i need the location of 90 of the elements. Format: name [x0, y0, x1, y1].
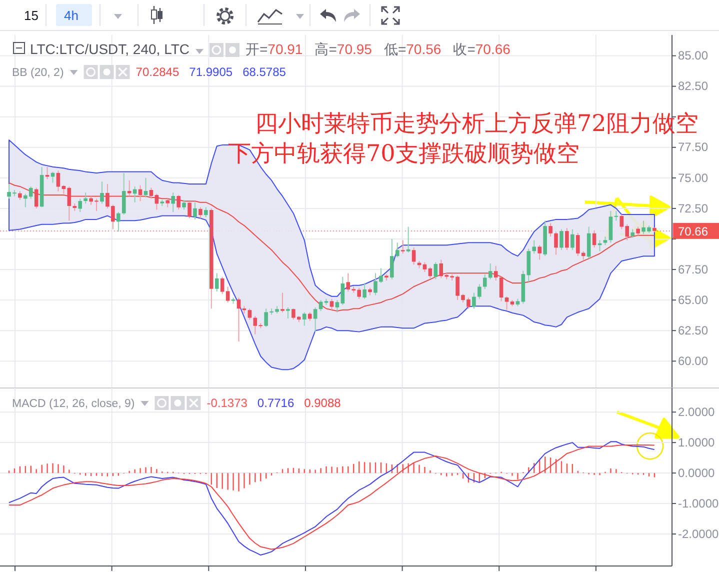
y-tick-label: 85.00: [678, 48, 708, 63]
candlestick: [302, 312, 306, 326]
y-tick-label: 72.50: [678, 201, 708, 216]
candlestick: [335, 300, 340, 313]
candlestick: [608, 210, 613, 244]
candlestick: [154, 193, 159, 210]
candlestick: [570, 228, 574, 250]
candlestick: [362, 282, 366, 300]
y-tick-label: 0.0000: [678, 466, 716, 480]
y-tick-label: 62.50: [678, 323, 708, 338]
candlestick: [127, 180, 132, 197]
candlestick: [400, 240, 405, 254]
candlestick: [122, 172, 126, 216]
candlestick: [412, 247, 416, 266]
candlestick: [434, 262, 438, 280]
candlestick: [56, 170, 60, 192]
annotation: -0.1373: [206, 396, 248, 410]
candlestick: [504, 296, 509, 310]
annotation: 收=70.66: [453, 41, 511, 57]
annotation: 71.9905: [189, 65, 233, 79]
text: LTC:LTC/USDT, 240, LTC: [30, 41, 190, 57]
text: 15: [24, 8, 38, 23]
candlestick: [406, 226, 410, 253]
y-tick-label: -1.0000: [678, 496, 719, 510]
annotation: 0.9088: [304, 396, 342, 410]
candlestick: [428, 266, 432, 279]
candlestick: [340, 276, 345, 306]
candlestick: [390, 238, 394, 280]
candlestick: [188, 202, 192, 219]
candlestick: [554, 231, 558, 256]
annotation: 0.7716: [257, 396, 294, 410]
candlestick: [144, 177, 148, 198]
candlestick: [100, 181, 104, 204]
y-tick-label: 1.0000: [678, 435, 716, 450]
candlestick: [488, 262, 492, 280]
candlestick: [204, 206, 208, 218]
annotation: 下方中轨获得70支撑跌破顺势做空: [228, 141, 580, 167]
candlestick: [226, 286, 230, 303]
y-tick-label: 60.00: [678, 354, 708, 368]
text: 4h: [64, 8, 78, 23]
candlestick: [494, 265, 498, 282]
candlestick: [78, 198, 82, 213]
candlestick: [560, 228, 564, 250]
candlestick: [313, 306, 318, 332]
candlestick: [478, 284, 482, 300]
candlestick: [532, 240, 536, 254]
y-tick-label: 77.50: [678, 140, 708, 154]
candlestick: [34, 187, 38, 209]
y-tick-label: 82.50: [678, 79, 708, 94]
candlestick: [395, 242, 400, 258]
candlestick: [220, 276, 224, 294]
y-tick-label: 67.50: [678, 262, 708, 276]
candlestick: [422, 262, 427, 272]
ref-line-label: 70.66: [678, 224, 708, 238]
candlestick: [193, 202, 197, 220]
text: MACD (12, 26, close, 9): [12, 398, 135, 410]
candlestick: [280, 292, 284, 313]
candlestick: [176, 194, 180, 210]
annotation: 高=70.95: [314, 41, 372, 57]
annotation: 68.5785: [242, 65, 286, 79]
candlestick: [214, 272, 219, 292]
candlestick: [171, 192, 175, 213]
candlestick: [248, 308, 252, 320]
candlestick: [330, 298, 334, 310]
candlestick: [565, 227, 569, 250]
candlestick: [67, 186, 72, 222]
candlestick: [198, 206, 202, 219]
y-tick-label: 75.00: [678, 170, 708, 185]
y-tick-label: 2.0000: [678, 404, 716, 419]
annotation: 低=70.56: [384, 41, 442, 57]
candlestick: [286, 306, 290, 319]
candlestick: [236, 297, 241, 342]
candlestick: [548, 222, 552, 238]
line-series: [8, 182, 655, 312]
annotation: 开=70.91: [245, 41, 303, 57]
candlestick: [614, 210, 618, 222]
candlestick: [586, 226, 591, 260]
candlestick: [84, 192, 88, 204]
candlestick: [149, 187, 154, 200]
annotation: 70.2845: [136, 65, 180, 79]
candlestick: [472, 292, 476, 310]
candlestick: [116, 212, 120, 232]
y-tick-label: -2.0000: [678, 526, 719, 541]
candlestick: [499, 276, 504, 302]
candlestick: [538, 244, 542, 260]
y-tick-label: 65.00: [678, 292, 708, 307]
annotation: BB (20, 2): [12, 67, 64, 79]
candlestick: [182, 199, 186, 210]
candlestick: [592, 230, 596, 248]
candlestick: [482, 274, 487, 290]
